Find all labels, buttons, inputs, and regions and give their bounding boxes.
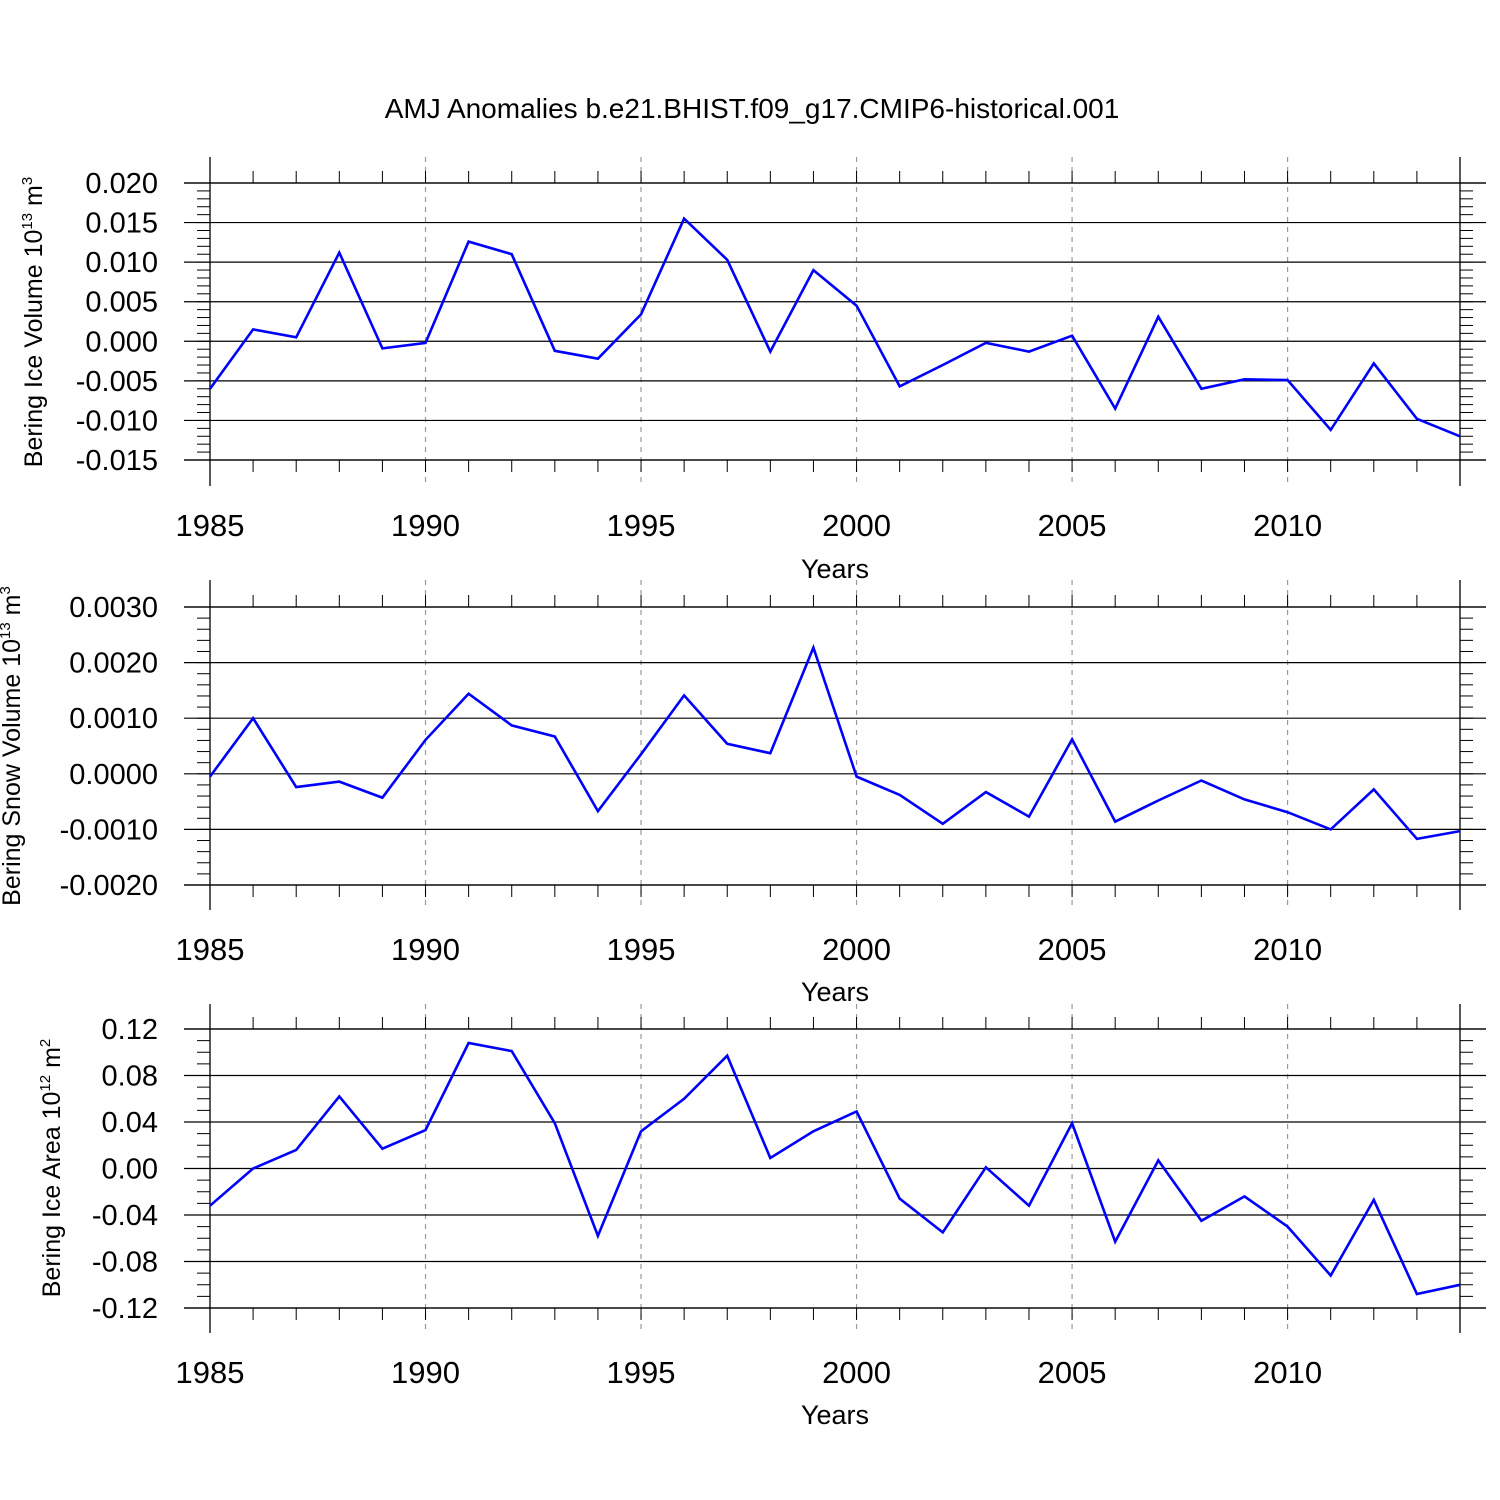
- x-axis-label: Years: [801, 977, 869, 1007]
- panel-1: 0.020 0.015 0.010 0.005 0.000 -0.005 -0.010 -0.…: [19, 157, 1486, 584]
- y-tick-label: 0.015: [85, 208, 158, 240]
- x-axis-label: Years: [801, 1400, 869, 1430]
- y-tick-label: 0.0020: [69, 648, 158, 680]
- x-tick-label: 2000: [822, 1355, 891, 1390]
- x-tick-label: 1995: [607, 1355, 676, 1390]
- x-tick-label: 2005: [1038, 932, 1107, 967]
- x-tick-label: 1995: [607, 932, 676, 967]
- y-tick-label: -0.04: [92, 1200, 158, 1232]
- x-tick-label: 1995: [607, 508, 676, 543]
- panels: 0.020 0.015 0.010 0.005 0.000 -0.005 -0.010 -0.…: [0, 157, 1486, 1430]
- y-tick-label: -0.0020: [60, 870, 158, 902]
- panel-2: 0.0030 0.0020 0.0010 0.0000 -0.0010 -0.0020 19…: [0, 580, 1486, 1007]
- y-tick-label: -0.005: [76, 366, 158, 398]
- y-tick-label: 0.0000: [69, 759, 158, 791]
- series-line: [208, 643, 1461, 841]
- y-tick-label: 0.005: [85, 287, 158, 319]
- y-axis-label: Bering Snow Volume 1013 m3: [0, 586, 26, 906]
- y-tick-label: -0.010: [76, 405, 158, 437]
- x-axis-label: Years: [801, 554, 869, 584]
- x-tick-label: 2000: [822, 932, 891, 967]
- series-line: [208, 216, 1461, 438]
- panel-3: 0.12 0.08 0.04 0.00 -0.04 -0.08 -0.12 1985 1990 1…: [37, 1004, 1486, 1430]
- y-tick-label: 0.0030: [69, 592, 158, 624]
- x-tick-label: 2010: [1253, 1355, 1322, 1390]
- x-tick-label: 2010: [1253, 508, 1322, 543]
- x-tick-label: 1990: [391, 932, 460, 967]
- figure-title: AMJ Anomalies b.e21.BHIST.f09_g17.CMIP6-…: [385, 93, 1120, 124]
- y-axis-label: Bering Ice Volume 1013 m3: [19, 177, 48, 467]
- y-tick-label: 0.0010: [69, 703, 158, 735]
- y-tick-label: -0.0010: [60, 814, 158, 846]
- x-tick-label: 1985: [176, 1355, 245, 1390]
- y-tick-label: 0.020: [85, 168, 158, 200]
- x-tick-label: 1990: [391, 1355, 460, 1390]
- x-tick-label: 1985: [176, 932, 245, 967]
- x-tick-label: 1990: [391, 508, 460, 543]
- series-line: [209, 1041, 1461, 1296]
- x-tick-label: 1985: [176, 508, 245, 543]
- y-tick-label: -0.015: [76, 445, 158, 477]
- x-tick-label: 2005: [1038, 508, 1107, 543]
- y-tick-label: 0.010: [85, 247, 158, 279]
- y-tick-label: 0.08: [102, 1061, 158, 1093]
- y-tick-label: -0.12: [92, 1293, 158, 1325]
- y-tick-label: 0.00: [102, 1154, 158, 1186]
- y-tick-label: 0.04: [102, 1107, 158, 1139]
- x-tick-label: 2000: [822, 508, 891, 543]
- y-tick-label: 0.12: [102, 1014, 158, 1046]
- y-axis-label: Bering Ice Area 1012 m2: [37, 1039, 66, 1298]
- x-tick-label: 2005: [1038, 1355, 1107, 1390]
- x-tick-label: 2010: [1253, 932, 1322, 967]
- y-tick-label: 0.000: [85, 326, 158, 358]
- y-tick-label: -0.08: [92, 1247, 158, 1279]
